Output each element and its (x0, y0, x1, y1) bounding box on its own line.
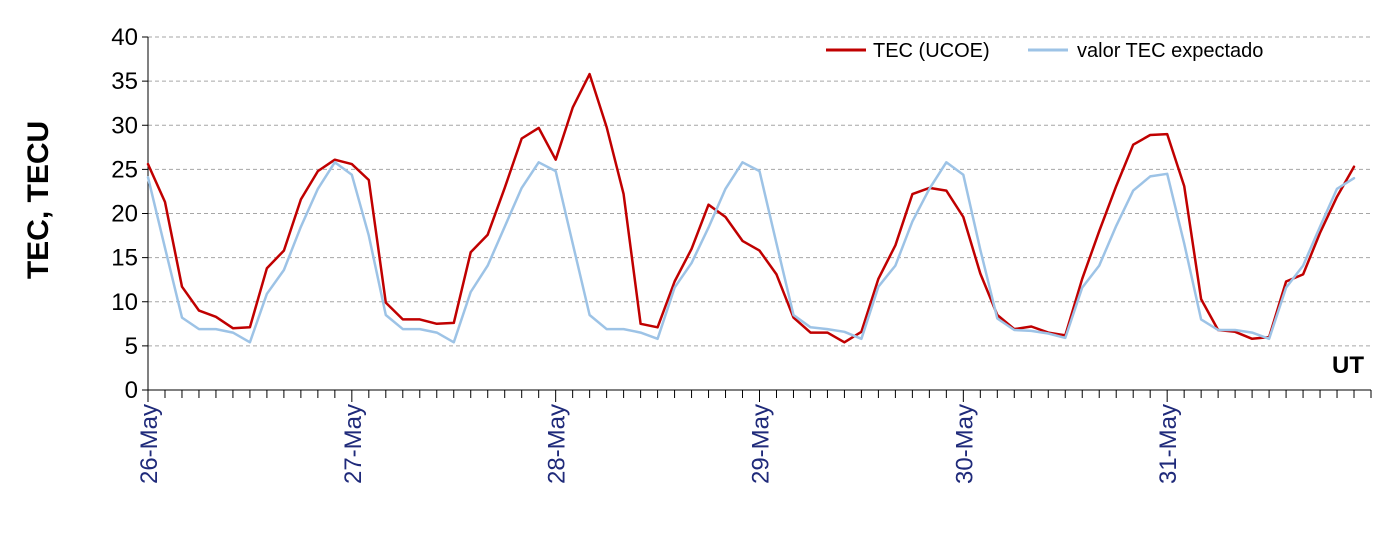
series-line-0 (146, 72, 1356, 344)
legend-label-1: valor TEC expectado (1077, 40, 1263, 62)
legend-label-0: TEC (UCOE) (873, 40, 990, 62)
x-tick-label: 30-May (951, 404, 978, 484)
x-tick-label: 26-May (136, 404, 163, 484)
y-tick-label: 10 (111, 289, 138, 316)
y-tick-label: 25 (111, 156, 138, 183)
legend: TEC (UCOE) valor TEC expectado (826, 40, 1263, 62)
series-line-1 (146, 161, 1356, 344)
x-tick-label: 27-May (340, 404, 367, 484)
y-tick-label: 5 (125, 333, 138, 360)
series-lines (146, 72, 1356, 344)
x-tick-label: 29-May (748, 404, 775, 484)
y-axis-label: TEC, TECU (22, 121, 55, 279)
y-tick-label: 35 (111, 68, 138, 95)
axes: 0 5 10 15 20 25 30 35 40 26-May 27-May 28-May 29-May… (111, 24, 1372, 484)
y-tick-label: 30 (111, 112, 138, 139)
y-tick-label: 20 (111, 201, 138, 228)
x-axis-label: UT (1332, 352, 1364, 379)
y-tick-label: 40 (111, 24, 138, 51)
x-tick-label: 28-May (544, 404, 571, 484)
y-tick-label: 0 (125, 377, 138, 404)
gridlines (148, 36, 1371, 347)
x-tick-label: 31-May (1155, 404, 1182, 484)
y-tick-label: 15 (111, 245, 138, 272)
